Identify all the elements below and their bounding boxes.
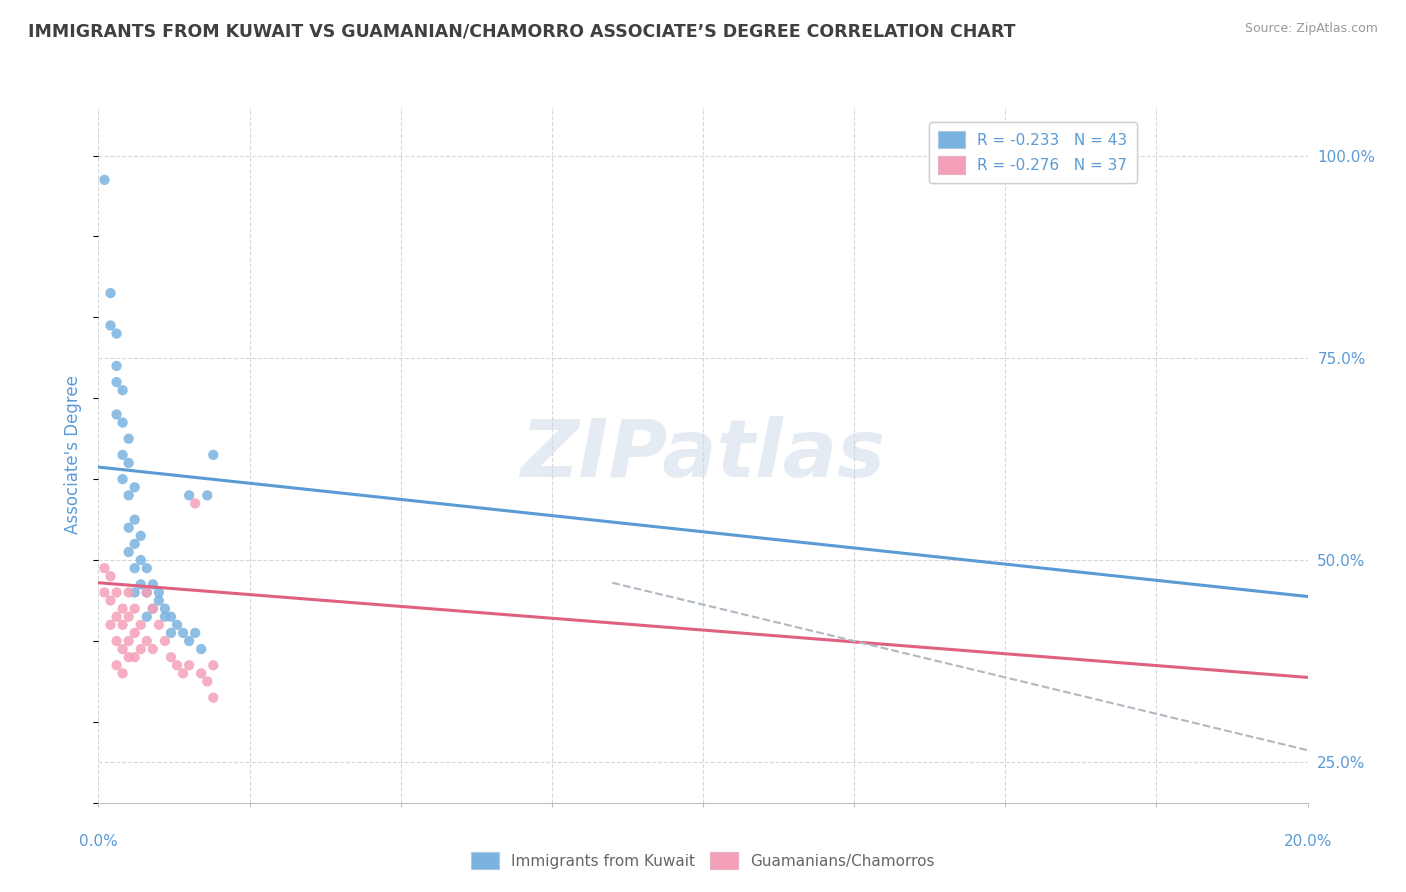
- Point: [124, 601, 146, 615]
- Point: [100, 617, 122, 632]
- Point: [105, 326, 128, 341]
- Point: [118, 545, 141, 559]
- Point: [124, 626, 146, 640]
- Point: [129, 617, 152, 632]
- Point: [100, 569, 122, 583]
- Point: [202, 658, 225, 673]
- Point: [179, 634, 201, 648]
- Point: [124, 513, 146, 527]
- Point: [111, 617, 134, 632]
- Point: [153, 609, 176, 624]
- Point: [166, 658, 188, 673]
- Point: [190, 642, 212, 657]
- Point: [202, 690, 225, 705]
- Point: [105, 609, 128, 624]
- Point: [135, 585, 157, 599]
- Text: Source: ZipAtlas.com: Source: ZipAtlas.com: [1244, 22, 1378, 36]
- Point: [153, 634, 176, 648]
- Point: [142, 577, 165, 591]
- Point: [160, 626, 183, 640]
- Text: ZIPatlas: ZIPatlas: [520, 416, 886, 494]
- Point: [190, 666, 212, 681]
- Point: [118, 456, 141, 470]
- Point: [172, 626, 194, 640]
- Point: [153, 601, 176, 615]
- Point: [105, 585, 128, 599]
- Point: [93, 585, 115, 599]
- Point: [135, 561, 157, 575]
- Point: [124, 480, 146, 494]
- Point: [166, 617, 188, 632]
- Point: [129, 642, 152, 657]
- Point: [93, 561, 115, 575]
- Point: [148, 585, 170, 599]
- Point: [179, 658, 201, 673]
- Point: [111, 666, 134, 681]
- Point: [124, 585, 146, 599]
- Point: [100, 593, 122, 607]
- Legend: Immigrants from Kuwait, Guamanians/Chamorros: Immigrants from Kuwait, Guamanians/Chamo…: [465, 846, 941, 875]
- Point: [160, 650, 183, 665]
- Point: [129, 577, 152, 591]
- Point: [105, 359, 128, 373]
- Point: [124, 537, 146, 551]
- Point: [118, 609, 141, 624]
- Point: [105, 375, 128, 389]
- Point: [100, 318, 122, 333]
- Point: [148, 593, 170, 607]
- Point: [142, 601, 165, 615]
- Point: [172, 666, 194, 681]
- Point: [118, 650, 141, 665]
- Point: [124, 650, 146, 665]
- Text: IMMIGRANTS FROM KUWAIT VS GUAMANIAN/CHAMORRO ASSOCIATE’S DEGREE CORRELATION CHAR: IMMIGRANTS FROM KUWAIT VS GUAMANIAN/CHAM…: [28, 22, 1015, 40]
- Legend: R = -0.233   N = 43, R = -0.276   N = 37: R = -0.233 N = 43, R = -0.276 N = 37: [928, 121, 1136, 183]
- Text: 20.0%: 20.0%: [1284, 834, 1331, 849]
- Text: 0.0%: 0.0%: [79, 834, 118, 849]
- Point: [184, 626, 207, 640]
- Point: [118, 432, 141, 446]
- Point: [135, 634, 157, 648]
- Point: [111, 642, 134, 657]
- Point: [111, 601, 134, 615]
- Point: [100, 286, 122, 301]
- Point: [142, 642, 165, 657]
- Point: [135, 609, 157, 624]
- Point: [93, 173, 115, 187]
- Point: [118, 521, 141, 535]
- Point: [118, 634, 141, 648]
- Point: [160, 609, 183, 624]
- Point: [111, 448, 134, 462]
- Point: [195, 674, 218, 689]
- Point: [111, 416, 134, 430]
- Point: [202, 448, 225, 462]
- Point: [142, 601, 165, 615]
- Point: [105, 658, 128, 673]
- Point: [105, 408, 128, 422]
- Point: [129, 553, 152, 567]
- Y-axis label: Associate's Degree: Associate's Degree: [65, 376, 83, 534]
- Point: [111, 472, 134, 486]
- Point: [195, 488, 218, 502]
- Point: [105, 634, 128, 648]
- Point: [118, 488, 141, 502]
- Point: [124, 561, 146, 575]
- Point: [118, 585, 141, 599]
- Point: [179, 488, 201, 502]
- Point: [135, 585, 157, 599]
- Point: [111, 383, 134, 397]
- Point: [184, 496, 207, 510]
- Point: [129, 529, 152, 543]
- Point: [148, 617, 170, 632]
